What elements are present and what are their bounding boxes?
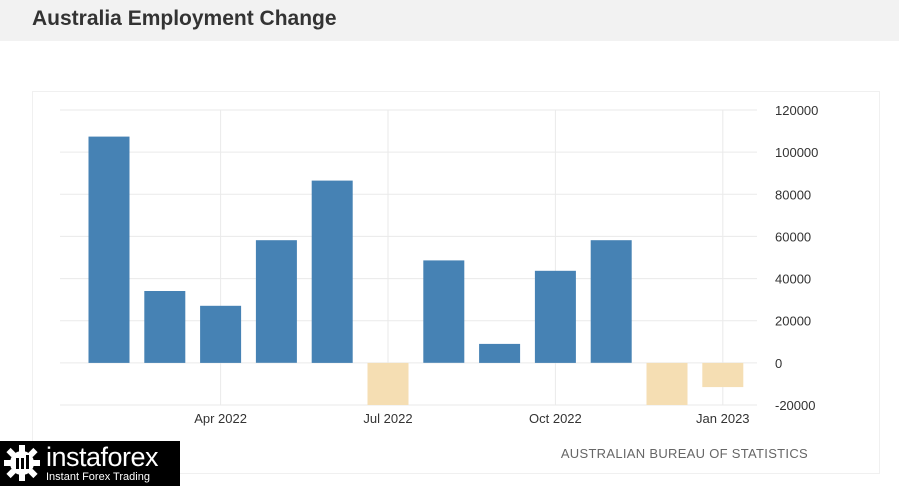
bar-feb-2022[interactable] — [88, 136, 130, 363]
bar-jun-2022[interactable] — [311, 180, 353, 363]
logo-tagline: Instant Forex Trading — [46, 470, 150, 483]
instaforex-logo[interactable]: instaforex Instant Forex Trading — [0, 441, 180, 486]
bars — [88, 136, 744, 405]
source-label: AUSTRALIAN BUREAU OF STATISTICS — [560, 446, 808, 461]
bar-aug-2022[interactable] — [423, 260, 465, 363]
y-tick-label: 60000 — [775, 229, 811, 244]
x-tick-label: Jan 2023 — [696, 411, 750, 426]
bar-may-2022[interactable] — [255, 240, 297, 363]
x-tick-label: Oct 2022 — [529, 411, 582, 426]
bar-dec-2022[interactable] — [646, 362, 688, 405]
bar-nov-2022[interactable] — [590, 240, 632, 363]
y-tick-label: 100000 — [775, 145, 818, 160]
bar-oct-2022[interactable] — [534, 270, 576, 363]
logo-name: instaforex — [46, 441, 159, 472]
y-axis-ticks: 120000 100000 80000 60000 40000 20000 0 -20000 — [775, 103, 818, 413]
y-tick-label: 40000 — [775, 272, 811, 287]
bar-jan-2023[interactable] — [702, 362, 744, 388]
bar-sep-2022[interactable] — [479, 343, 521, 363]
chart-frame — [32, 91, 880, 474]
bar-apr-2022[interactable] — [200, 305, 242, 363]
x-tick-label: Apr 2022 — [194, 411, 247, 426]
header-bar: Australia Employment Change — [0, 0, 899, 41]
page-title: Australia Employment Change — [32, 7, 337, 30]
logo-icon — [4, 445, 40, 481]
y-tick-label: 120000 — [775, 103, 818, 118]
bar-mar-2022[interactable] — [144, 291, 186, 363]
y-tick-label: -20000 — [775, 398, 815, 413]
y-tick-label: 80000 — [775, 187, 811, 202]
x-tick-label: Jul 2022 — [363, 411, 412, 426]
y-tick-label: 0 — [775, 356, 782, 371]
y-tick-label: 20000 — [775, 314, 811, 329]
bar-jul-2022[interactable] — [367, 362, 409, 405]
x-axis-ticks: Apr 2022 Jul 2022 Oct 2022 Jan 2023 — [194, 411, 749, 426]
